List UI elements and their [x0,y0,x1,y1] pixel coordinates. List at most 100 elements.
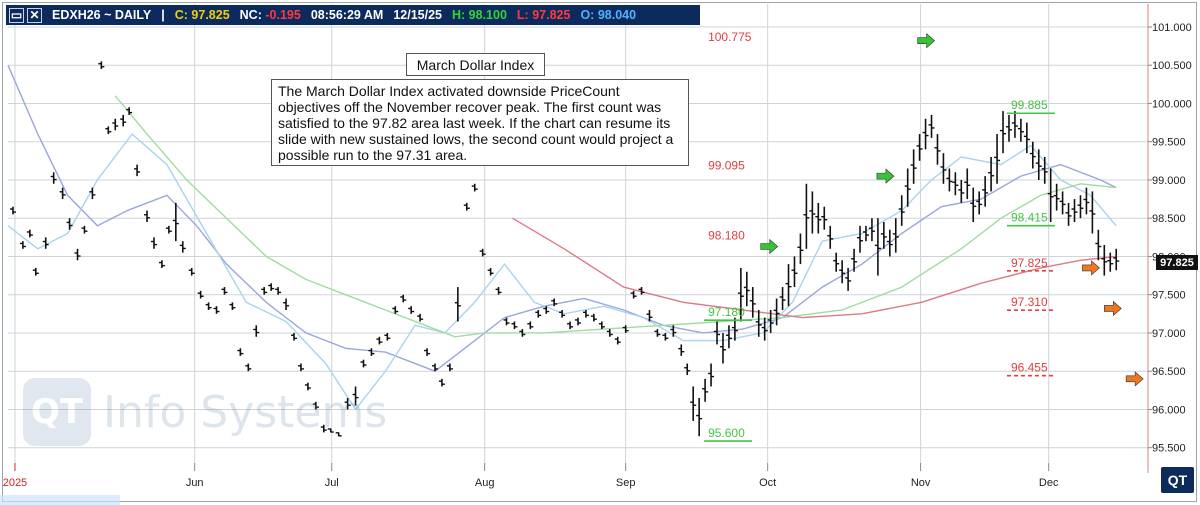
price-bar [268,283,275,291]
close-icon[interactable]: ✕ [27,7,42,23]
price-bar [833,252,840,272]
watermark-text: Info Systems [103,386,388,438]
level-label: 98.180 [708,229,745,243]
price-bar [815,202,822,234]
price-bar [952,172,959,196]
signal-arrow-icon [1104,300,1122,317]
price-bar [297,363,304,372]
price-bar [638,287,645,295]
net-change: NC: -0.195 [239,8,301,22]
price-bar [32,267,39,276]
price-bar [575,317,581,326]
price-bar [261,287,268,295]
price-bar [253,325,260,337]
open-price: O: 98.040 [580,8,637,22]
price-bar [559,310,566,318]
price-bar [606,329,613,337]
price-bar [446,363,453,372]
price-bar [988,157,995,192]
price-bar [197,290,204,299]
price-bar [928,114,935,138]
price-bar [845,267,852,291]
price-bar [940,153,947,184]
price-bar [360,359,367,368]
price-bar [98,61,105,70]
price-bar [384,332,391,341]
price-bar [245,363,252,372]
price-bar [1095,229,1102,261]
price-bar [335,432,342,437]
price-bar [1077,195,1084,219]
price-bar [886,229,893,257]
x-tick-label: Sep [616,477,636,489]
price-bar [857,225,864,253]
price-bar [994,134,1001,184]
price-bar [702,378,709,402]
price-bar [719,332,726,364]
qt-logo: QT [1161,467,1194,493]
price-bar [622,325,629,333]
signal-arrow-icon [760,238,779,255]
price-bar [910,149,917,184]
price-bar [221,287,228,295]
price-bar [120,114,127,127]
price-bar [982,176,989,207]
price-bar [662,332,669,341]
price-bar [59,187,66,200]
price-bar [614,336,621,345]
y-tick-label: 96.000 [1152,404,1186,416]
price-bar [737,267,744,322]
minimize-icon[interactable]: ▭ [9,7,24,23]
price-bar [874,218,881,276]
price-bar [112,118,119,131]
price-bar [150,237,157,249]
symbol-label[interactable]: EDXH26 ~ DAILY [52,8,152,22]
price-bar [376,336,383,345]
price-bar [862,225,869,242]
price-bar [598,321,605,330]
price-bar [417,313,424,322]
price-bar [646,310,653,322]
price-bar [134,164,141,177]
price-bar [755,310,762,337]
moving-average-line [114,95,1117,338]
x-tick-label: Jun [186,477,204,489]
x-tick-label: Aug [475,477,495,489]
price-bar [327,428,334,433]
price-bar [144,210,151,223]
y-tick-label: 96.500 [1152,366,1186,378]
price-bar [275,287,282,295]
price-bar [66,218,73,230]
price-bar [970,187,977,223]
y-tick-label: 97.000 [1152,328,1186,340]
price-bar [368,348,375,356]
price-bar [839,260,846,284]
price-bar [320,424,327,433]
price-bar [567,321,574,330]
price-bar [495,287,502,295]
signal-arrow-icon [876,168,895,184]
price-bar [670,325,677,337]
price-bar [213,306,220,314]
price-bar [400,294,407,303]
price-bar [582,310,589,318]
price-bar [188,267,195,276]
price-bar [479,248,486,257]
price-bar [511,321,518,330]
high-price: H: 98.100 [451,8,507,22]
level-label: 99.095 [708,159,745,173]
symbol-toolbar: ▭ ✕ EDXH26 ~ DAILY | C: 97.825 NC: -0.19… [6,5,700,25]
price-bar [898,195,905,226]
price-bar [26,229,33,238]
price-bar [678,344,685,356]
price-bar [958,179,965,203]
corner-gradient [0,495,120,505]
price-bar [9,206,16,215]
price-bar [237,348,244,356]
x-tick-label: Dec [1039,477,1059,489]
price-bar [809,191,816,234]
price-bar [1059,191,1066,215]
price-bar [1101,244,1108,276]
level-label: 97.825 [1011,256,1048,270]
price-bar [1053,183,1060,211]
